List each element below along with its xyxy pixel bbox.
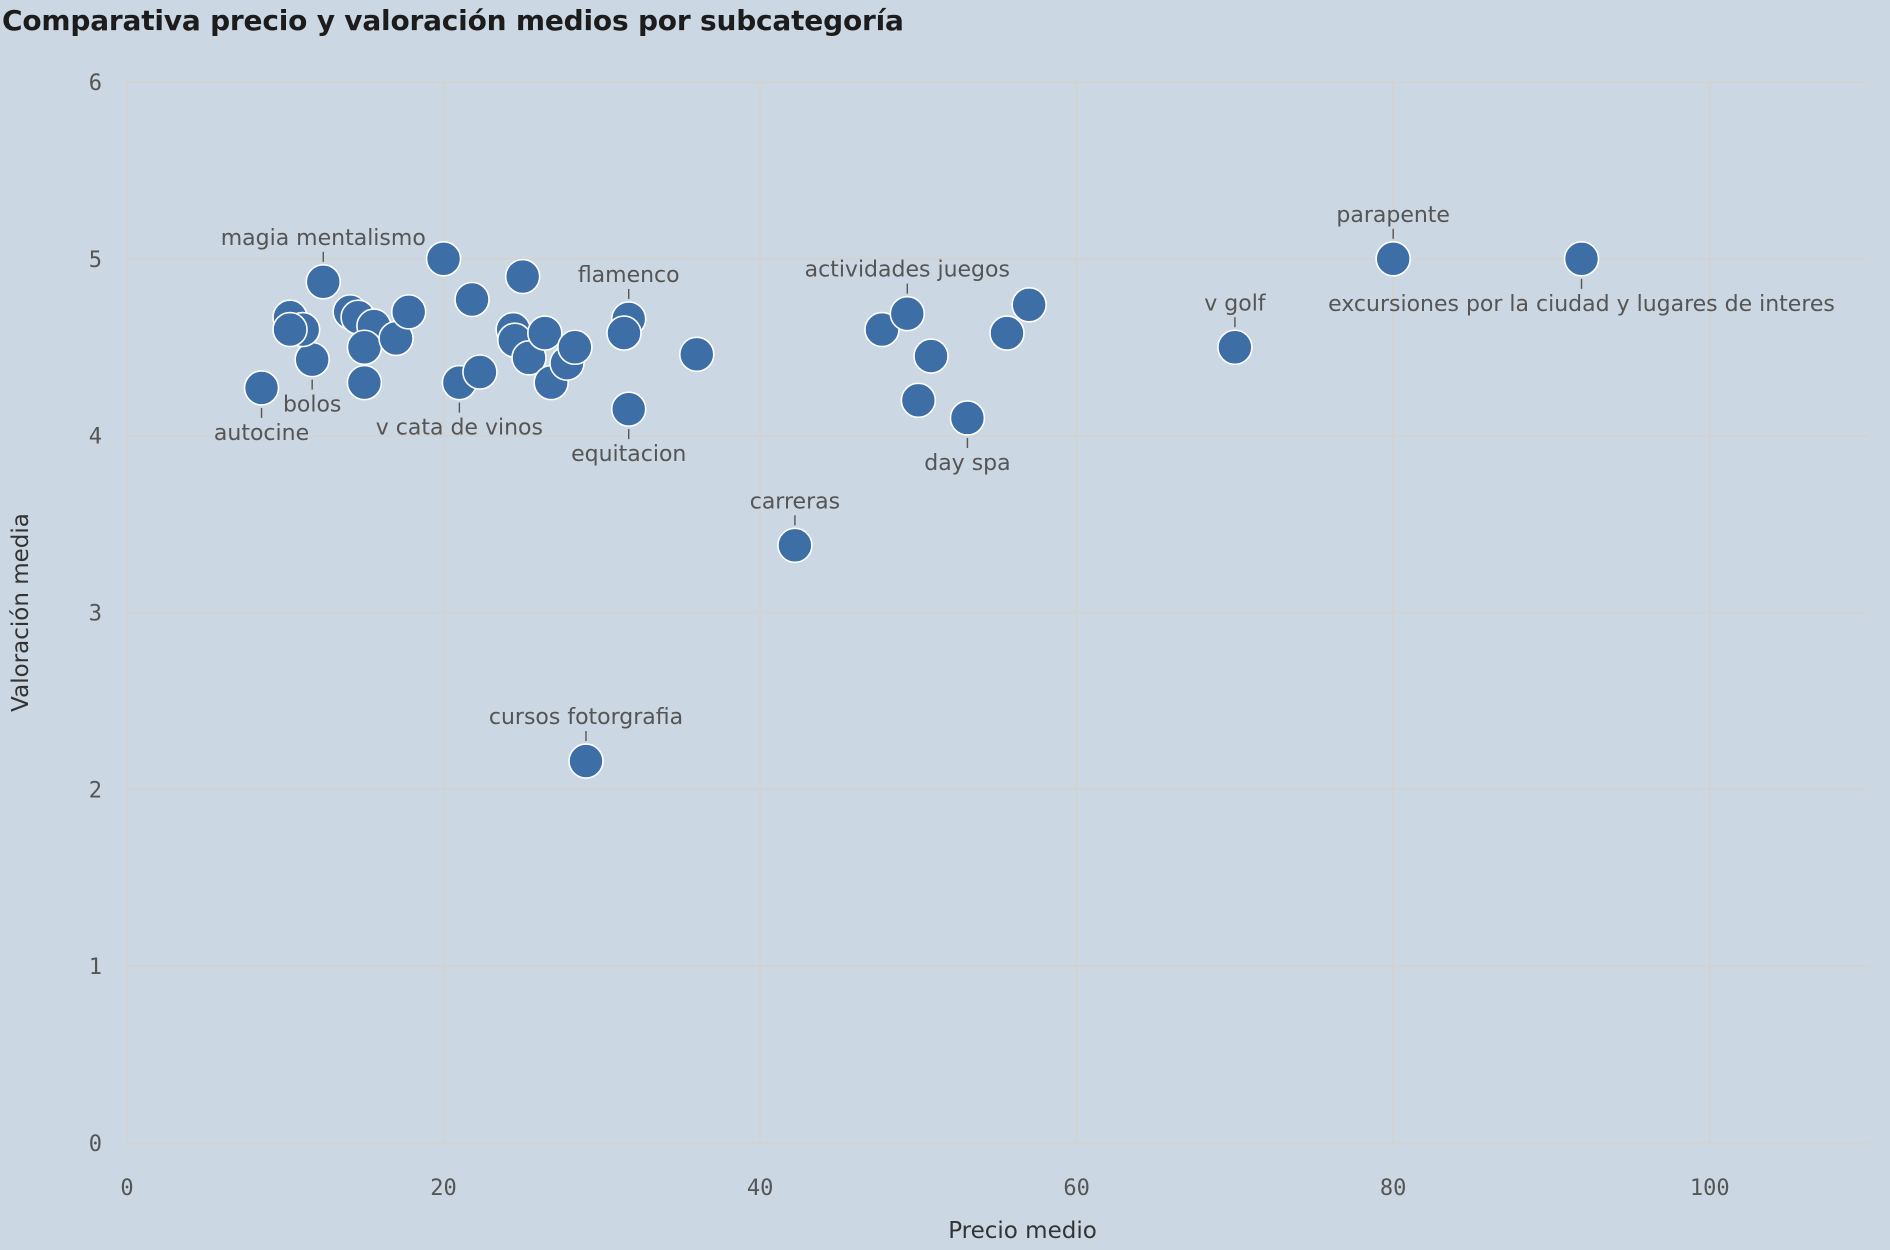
- x-axis-title: Precio medio: [948, 1218, 1097, 1244]
- point-label: equitacion: [571, 442, 686, 467]
- point-label: magia mentalismo: [221, 226, 426, 251]
- data-point: [777, 527, 813, 564]
- x-tick-label: 80: [1380, 1176, 1407, 1201]
- point-label: bolos: [283, 393, 341, 418]
- data-point: [606, 315, 642, 351]
- data-point: [1563, 241, 1600, 277]
- x-tick-label: 60: [1063, 1176, 1090, 1201]
- data-point: [1375, 241, 1411, 277]
- data-point: [346, 329, 383, 366]
- point-label: v cata de vinos: [376, 416, 543, 441]
- data-point: [454, 281, 490, 318]
- data-point: [864, 311, 900, 348]
- y-tick-label: 0: [89, 1132, 102, 1157]
- data-point: [243, 370, 280, 406]
- point-label: cursos fotorgrafia: [489, 705, 683, 730]
- point-label: actividades juegos: [805, 258, 1010, 283]
- x-tick-label: 100: [1690, 1176, 1730, 1201]
- data-point: [610, 391, 647, 427]
- data-point: [346, 364, 383, 401]
- chart-title: Comparativa precio y valoración medios p…: [2, 4, 904, 37]
- y-tick-label: 5: [89, 248, 102, 273]
- y-tick-label: 6: [89, 71, 102, 96]
- point-label: flamenco: [578, 263, 680, 288]
- data-point: [949, 400, 986, 436]
- data-point: [900, 382, 937, 419]
- point-label: day spa: [924, 451, 1010, 476]
- y-tick-label: 3: [89, 602, 102, 627]
- data-point: [527, 315, 563, 351]
- data-point: [272, 311, 308, 348]
- data-point: [557, 329, 593, 366]
- point-label: v golf: [1204, 291, 1267, 316]
- x-tick-label: 40: [747, 1176, 774, 1201]
- data-point: [294, 341, 330, 378]
- y-tick-label: 4: [89, 425, 102, 450]
- data-point: [305, 264, 342, 300]
- point-label: excursiones por la ciudad y lugares de i…: [1328, 292, 1835, 317]
- data-point: [504, 258, 541, 295]
- data-point: [425, 241, 462, 277]
- data-point: [913, 338, 949, 374]
- point-label: autocine: [214, 421, 309, 446]
- data-point: [989, 315, 1025, 351]
- y-axis-title: Valoración media: [8, 513, 34, 712]
- data-point: [1217, 329, 1253, 366]
- data-point: [889, 295, 926, 332]
- data-point: [462, 354, 498, 390]
- data-point: [568, 743, 604, 779]
- point-label: parapente: [1336, 203, 1450, 228]
- y-tick-label: 2: [89, 778, 102, 803]
- data-point: [678, 336, 715, 373]
- point-label: carreras: [750, 489, 840, 514]
- data-point: [1011, 287, 1047, 323]
- x-tick-label: 0: [120, 1176, 133, 1201]
- x-tick-label: 20: [430, 1176, 457, 1201]
- data-point: [390, 294, 427, 330]
- y-tick-label: 1: [89, 955, 102, 980]
